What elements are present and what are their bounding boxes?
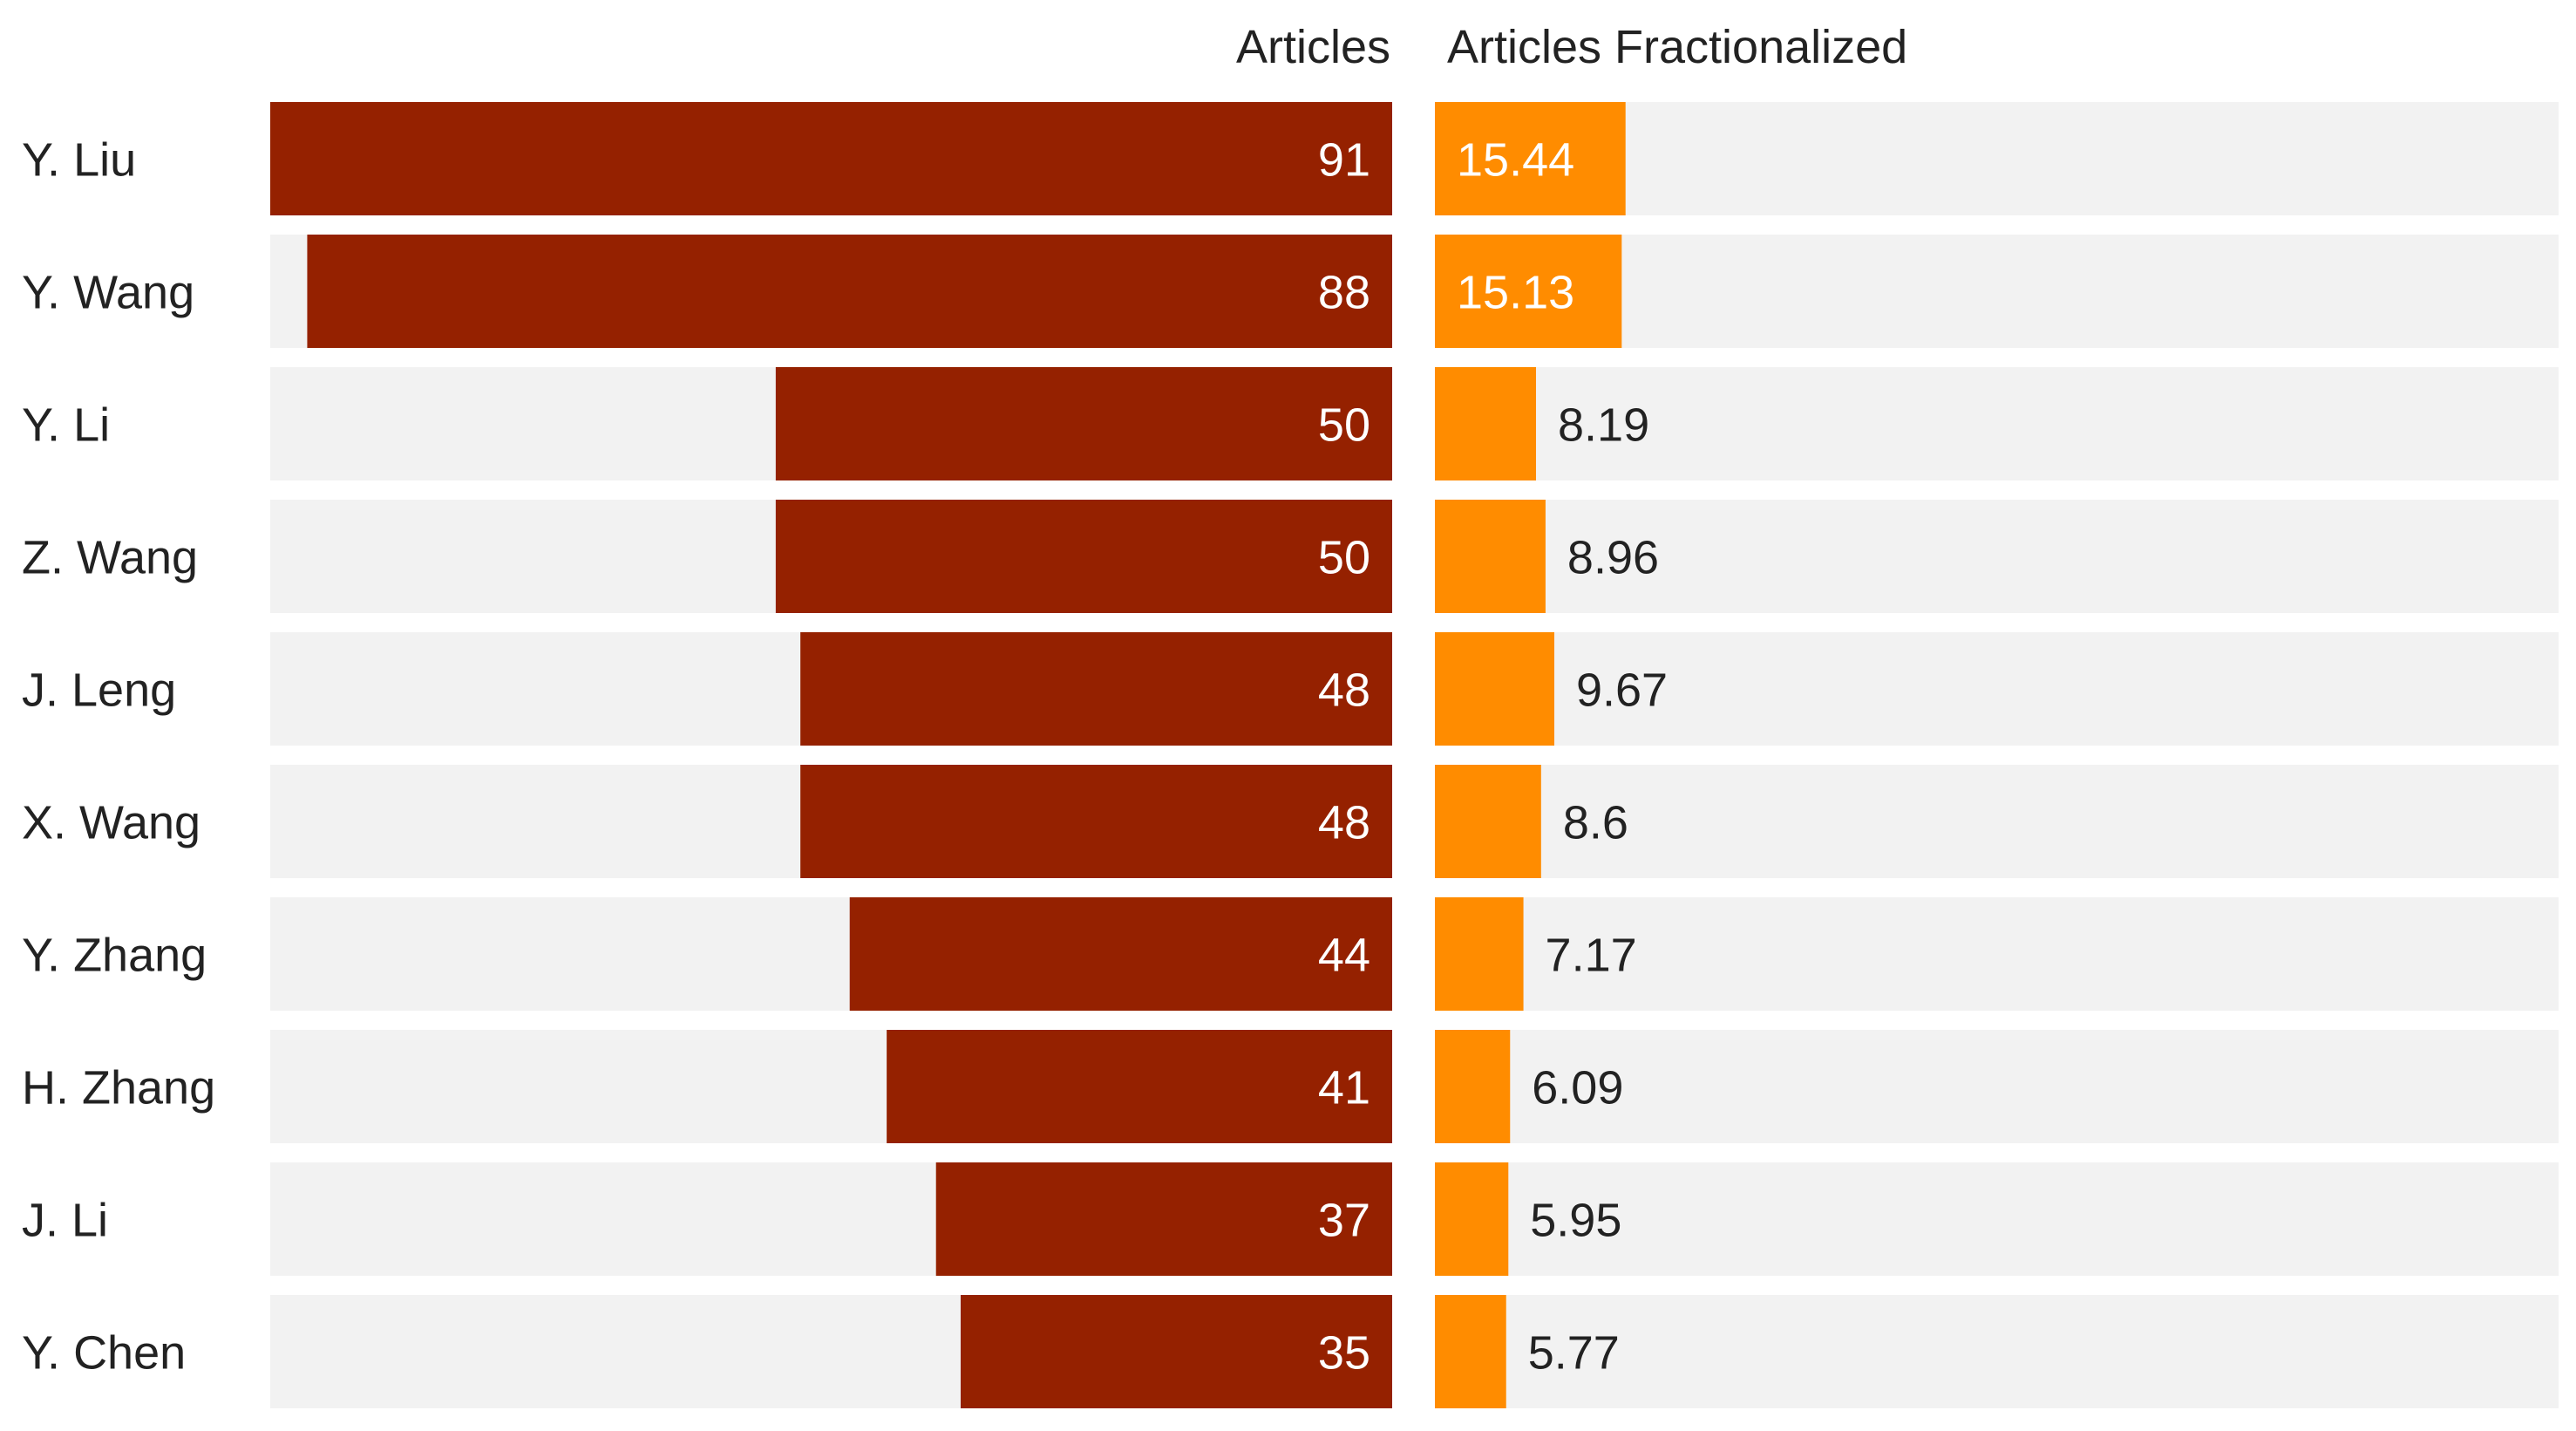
fractionalized-bar [1435,765,1541,878]
category-label: Y. Zhang [22,929,207,981]
chart-row: Y. Liu 91 15.44 [22,102,2559,215]
articles-value-label: 35 [1318,1326,1370,1379]
fractionalized-bar [1435,500,1546,613]
fractionalized-value-label: 15.13 [1457,266,1574,318]
fractionalized-row-background [1435,367,2559,480]
chart-row: Y. Li 50 8.19 [22,367,2559,480]
articles-value-label: 37 [1318,1194,1370,1246]
fractionalized-row-background [1435,500,2559,613]
articles-value-label: 48 [1318,664,1370,716]
fractionalized-value-label: 8.19 [1558,399,1649,451]
articles-value-label: 44 [1318,929,1370,981]
articles-bar [849,897,1392,1011]
chart-row: H. Zhang 41 6.09 [22,1030,2559,1143]
articles-value-label: 88 [1318,266,1370,318]
category-label: Z. Wang [22,531,198,583]
fractionalized-bar [1435,235,1622,348]
chart-row: Z. Wang 50 8.96 [22,500,2559,613]
articles-bar [800,765,1392,878]
articles-value-label: 41 [1318,1061,1370,1114]
fractionalized-row-background [1435,897,2559,1011]
chart-row: Y. Zhang 44 7.17 [22,897,2559,1011]
category-label: J. Li [22,1194,108,1246]
articles-bar [270,102,1392,215]
articles-bar [935,1162,1392,1276]
chart-row: Y. Wang 88 15.13 [22,235,2559,348]
fractionalized-bar [1435,1030,1511,1143]
fractionalized-bar [1435,1295,1506,1408]
fractionalized-row-background [1435,235,2559,348]
fractionalized-value-label: 5.77 [1528,1326,1620,1379]
articles-value-label: 48 [1318,796,1370,848]
fractionalized-row-background [1435,632,2559,746]
articles-column-header: Articles [1236,21,1390,73]
fractionalized-row-background [1435,1030,2559,1143]
fractionalized-value-label: 7.17 [1546,929,1637,981]
category-label: X. Wang [22,796,201,848]
category-label: Y. Wang [22,266,194,318]
articles-bar [775,500,1392,613]
chart-row: J. Leng 48 9.67 [22,632,2559,746]
category-label: H. Zhang [22,1061,215,1114]
fractionalized-value-label: 15.44 [1457,133,1574,186]
articles-bar [887,1030,1392,1143]
articles-value-label: 50 [1318,531,1370,583]
fractionalized-value-label: 6.09 [1532,1061,1623,1114]
fractionalized-bar [1435,897,1524,1011]
articles-bar [775,367,1392,480]
fractionalized-value-label: 9.67 [1576,664,1668,716]
fractionalized-row-background [1435,1162,2559,1276]
fractionalized-bar [1435,632,1554,746]
chart-rows: Y. Liu 91 15.44 Y. Wang 88 15.13 Y. Li 50 8.19 Z.… [22,102,2559,1408]
category-label: Y. Chen [22,1326,186,1379]
fractionalized-value-label: 5.95 [1530,1194,1621,1246]
category-label: Y. Li [22,399,110,451]
articles-bar [307,235,1392,348]
articles-value-label: 50 [1318,399,1370,451]
articles-bar [961,1295,1392,1408]
fractionalized-value-label: 8.96 [1567,531,1659,583]
fractionalized-value-label: 8.6 [1563,796,1628,848]
articles-bar [800,632,1392,746]
fractionalized-row-background [1435,1295,2559,1408]
fractionalized-bar [1435,367,1537,480]
articles-value-label: 91 [1318,133,1370,186]
articles-fractionalized-column-header: Articles Fractionalized [1447,21,1907,73]
chart-row: J. Li 37 5.95 [22,1162,2559,1276]
chart-row: X. Wang 48 8.6 [22,765,2559,878]
chart-row: Y. Chen 35 5.77 [22,1295,2559,1408]
category-label: J. Leng [22,664,176,716]
fractionalized-row-background [1435,765,2559,878]
column-headers: Articles Articles Fractionalized [1236,21,1907,73]
category-label: Y. Liu [22,133,136,186]
fractionalized-bar [1435,1162,1509,1276]
fractionalized-bar [1435,102,1626,215]
